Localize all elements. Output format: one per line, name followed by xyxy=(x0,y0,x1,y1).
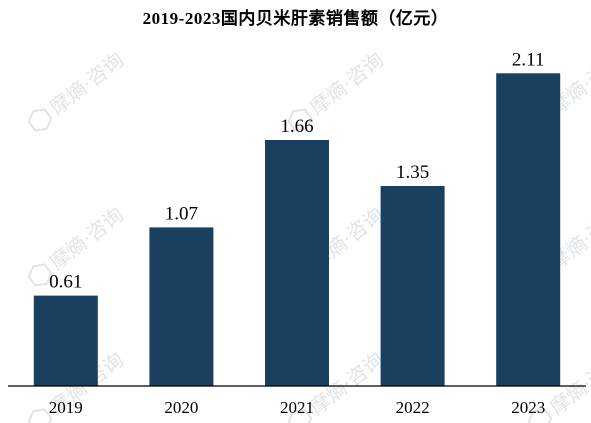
bar-2023 xyxy=(496,73,561,387)
watermark-text: 摩熵·咨询 xyxy=(45,203,128,275)
data-label-2021: 1.66 xyxy=(280,116,313,137)
bar-2022 xyxy=(380,186,445,386)
data-labels-group: 0.61 1.07 1.66 1.35 2.11 xyxy=(49,49,544,292)
hexagon-logo-icon xyxy=(27,108,53,132)
bar-2020 xyxy=(149,227,214,386)
hexagon-logo-icon xyxy=(27,263,53,287)
data-label-2023: 2.11 xyxy=(512,49,545,70)
hexagon-logo-icon xyxy=(27,408,53,423)
x-tick-2022: 2022 xyxy=(396,398,430,417)
bars-group xyxy=(33,73,561,387)
data-label-2020: 1.07 xyxy=(165,203,198,224)
x-tick-2019: 2019 xyxy=(49,398,83,417)
hexagon-logo-icon xyxy=(287,408,313,423)
hexagon-logo-icon xyxy=(287,108,313,132)
chart-title: 2019-2023国内贝米肝素销售额（亿元） xyxy=(142,9,449,28)
watermark-0: 摩熵·咨询 xyxy=(27,48,128,132)
x-tick-2020: 2020 xyxy=(164,398,198,417)
watermark-text: 摩熵·咨询 xyxy=(305,48,388,120)
bar-2021 xyxy=(265,140,329,386)
bar-2019 xyxy=(33,295,98,386)
hexagon-logo-icon xyxy=(527,408,553,423)
data-label-2019: 0.61 xyxy=(49,272,82,293)
data-label-2022: 1.35 xyxy=(396,162,429,183)
watermark-text: 摩熵·咨询 xyxy=(45,48,128,120)
x-tick-2021: 2021 xyxy=(280,398,314,417)
x-tick-labels-group: 2019 2020 2021 2022 2023 xyxy=(49,398,545,417)
x-tick-2023: 2023 xyxy=(511,398,545,417)
